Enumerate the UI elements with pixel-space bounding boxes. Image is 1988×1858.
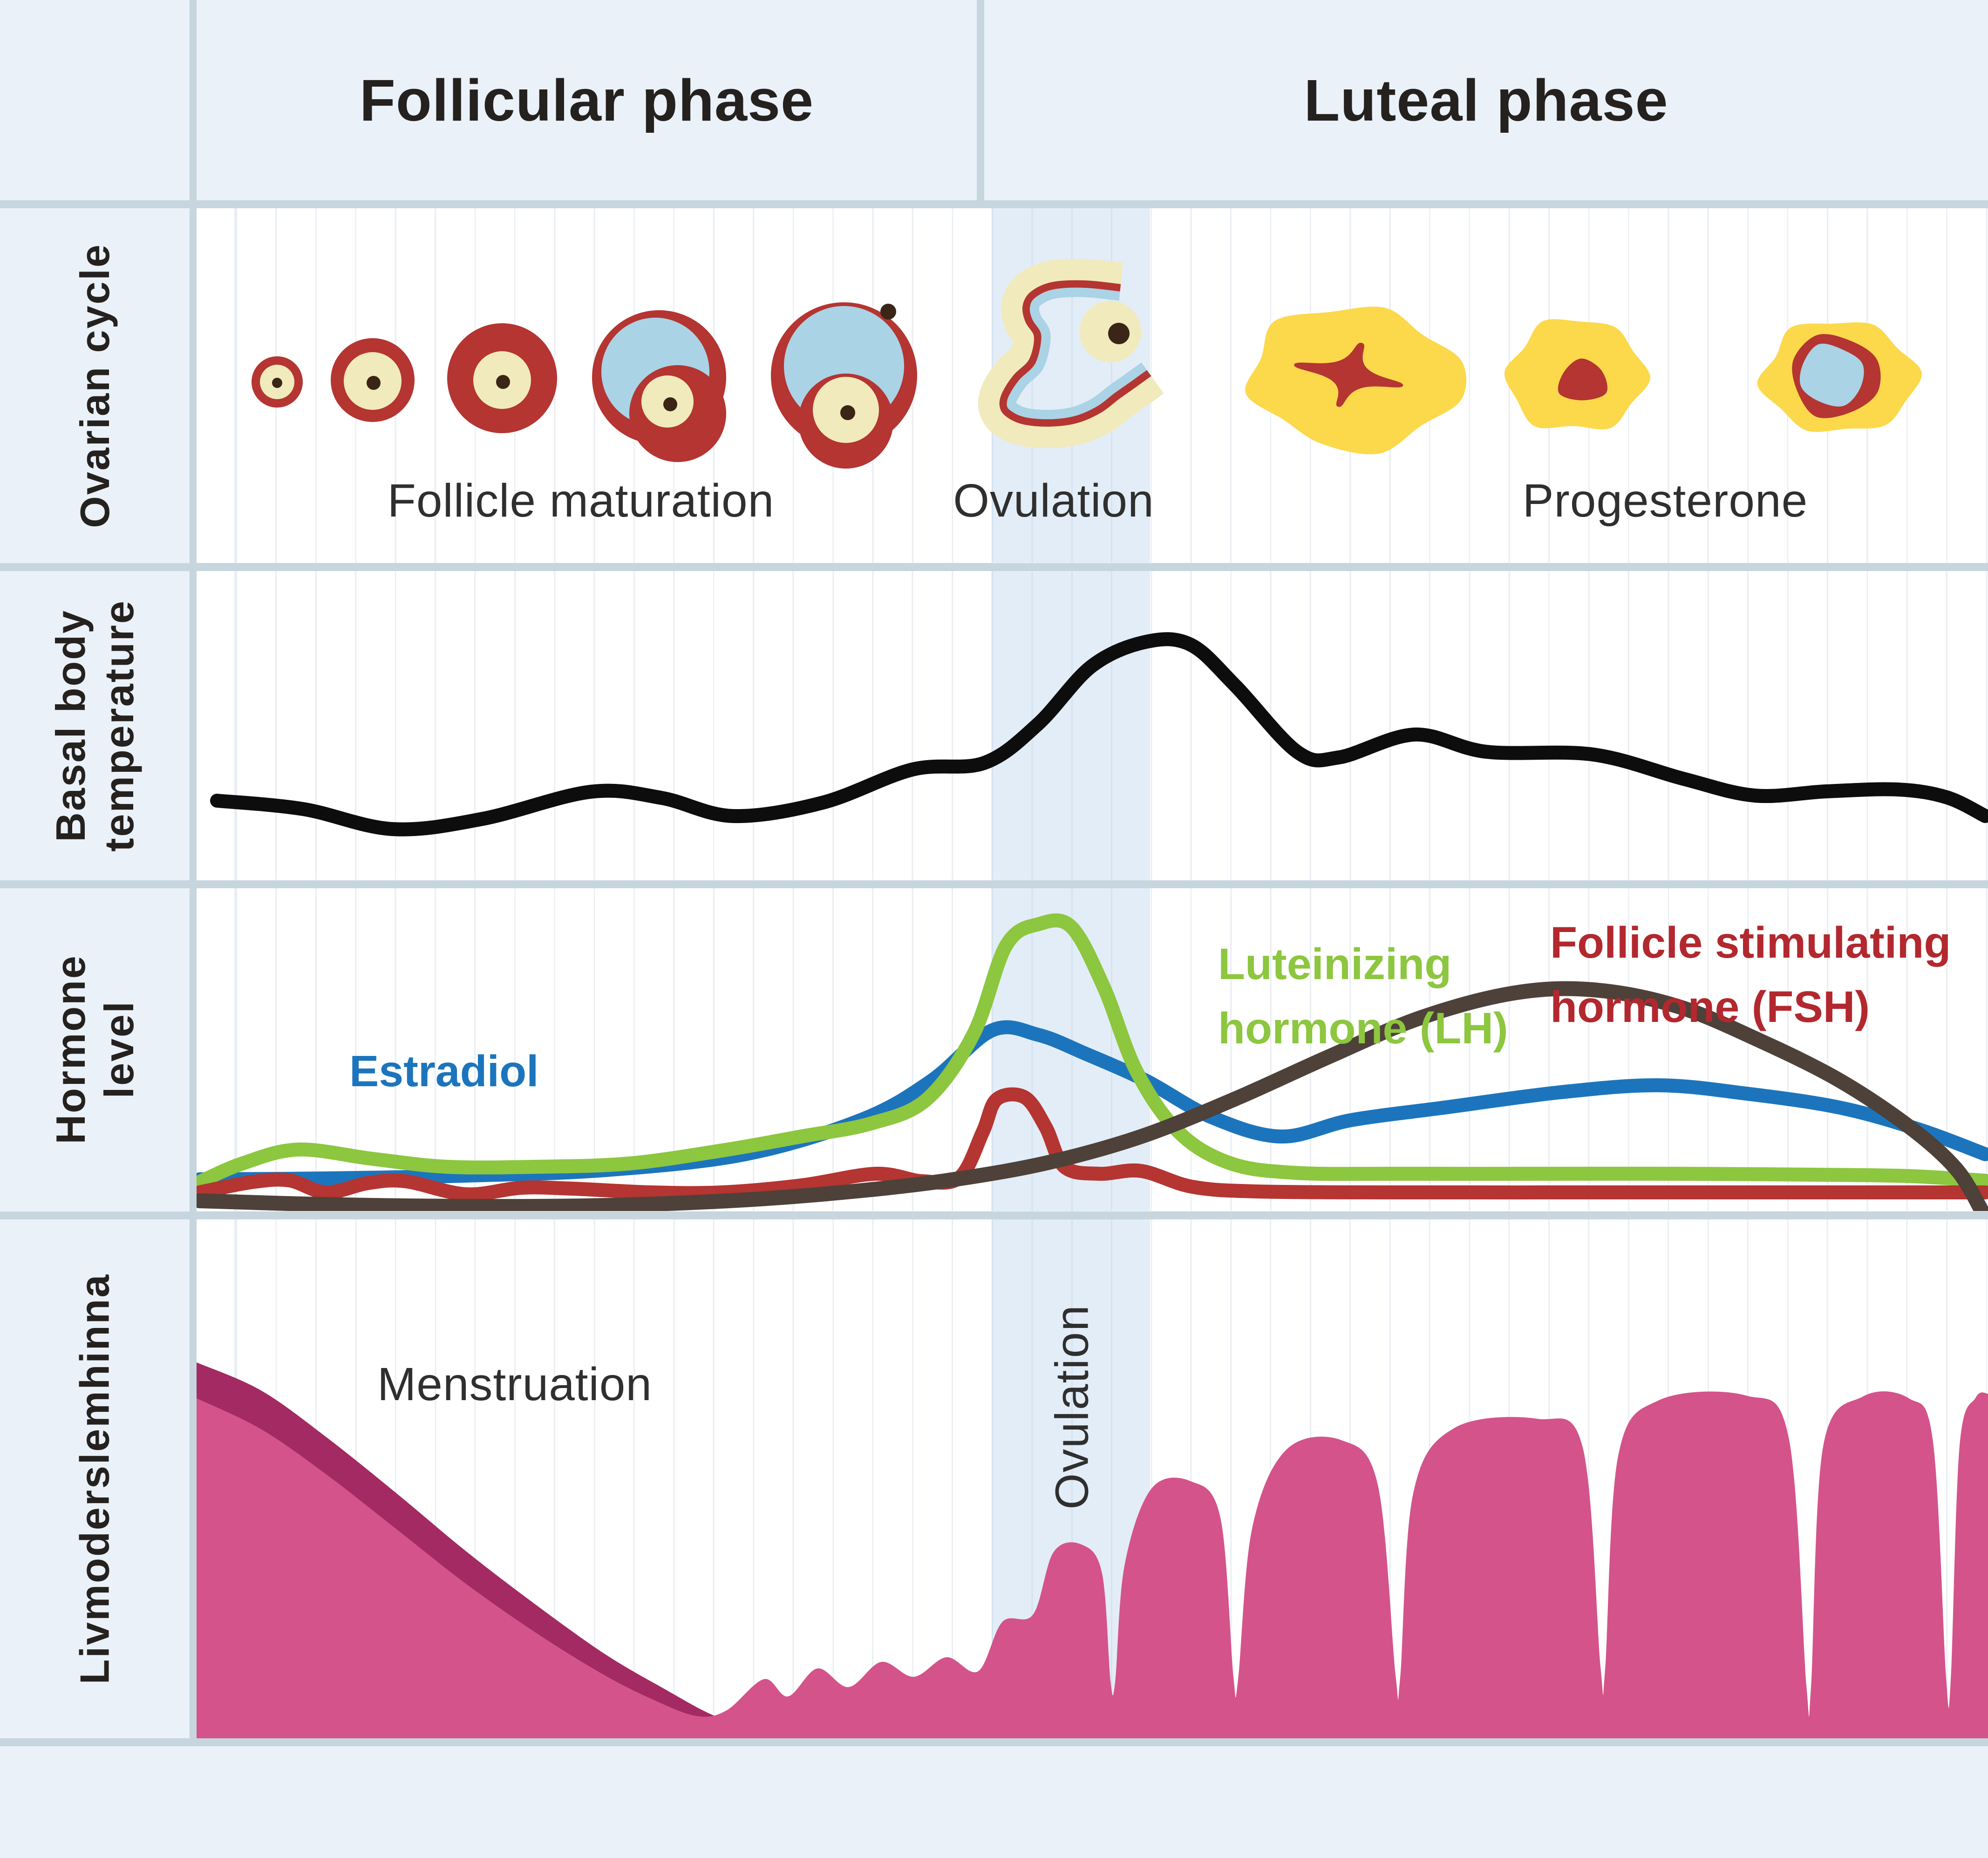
row-divider-4 [0, 1211, 1988, 1219]
follicular-phase-title: Follicular phase [359, 67, 814, 133]
header-follicular-phase: Follicular phase [197, 0, 977, 200]
row-divider-1 [0, 200, 1988, 208]
caption-menstruation: Menstruation [377, 1358, 653, 1410]
ovulation-band-bbt [992, 571, 1150, 880]
row-divider-2 [0, 563, 1988, 571]
panel-endometrium [197, 1219, 1988, 1738]
row-label-hormone-level: Hormone level [47, 954, 142, 1144]
phase-divider [977, 0, 984, 200]
row-label-ovarian-cycle: Ovarian cycle [71, 243, 118, 528]
panel-hormone-level [197, 888, 1988, 1211]
panel-basal-body-temperature [197, 571, 1988, 880]
ovarian-figure [252, 259, 1922, 469]
label-luteinizing-hormone: Luteinizing hormone (LH) [1218, 939, 1508, 1053]
row-divider-3 [0, 880, 1988, 888]
caption-ovulation: Ovulation [953, 475, 1154, 527]
caption-ovulation-vertical: Ovulation [1046, 1304, 1098, 1510]
hormone-figure [197, 913, 1988, 1211]
row-divider-5 [0, 1738, 1988, 1746]
label-column-divider [190, 0, 197, 1746]
endometrium-figure [197, 1362, 1988, 1738]
panel-ovarian-cycle [197, 208, 1988, 563]
bbt-figure [210, 632, 1988, 837]
label-estradiol: Estradiol [349, 1047, 539, 1096]
caption-follicle-maturation: Follicle maturation [387, 475, 775, 527]
header-luteal-phase: Luteal phase [984, 0, 1988, 200]
row-label-basal-body-temperature: Basal body temperature [47, 599, 142, 852]
label-follicle-stimulating-hormone: Follicle stimulating hormone (FSH) [1550, 918, 1951, 1032]
luteal-phase-title: Luteal phase [1304, 67, 1668, 133]
caption-progesterone: Progesterone [1522, 475, 1808, 527]
row-label-livmoderslemhinna: Livmoderslemhinna [71, 1273, 118, 1685]
